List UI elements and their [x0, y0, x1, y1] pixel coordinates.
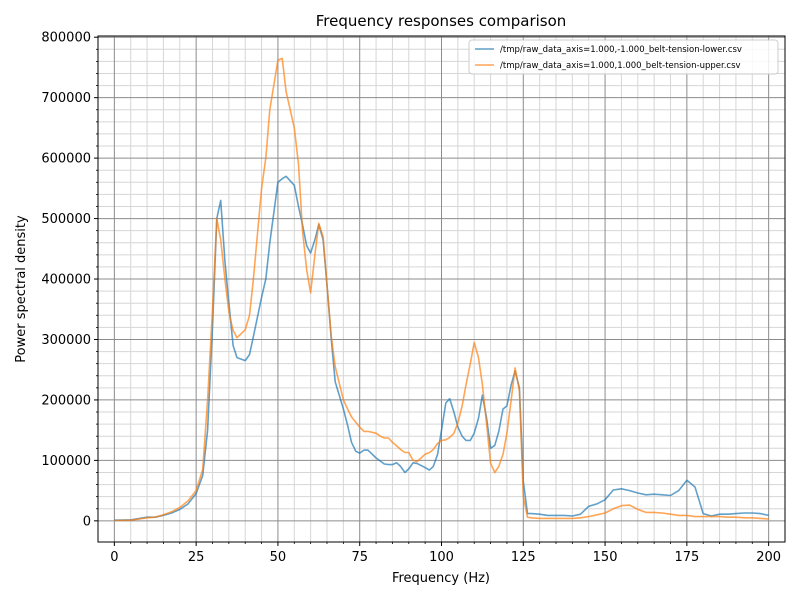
x-tick-label: 200 — [756, 550, 781, 565]
x-tick-label: 25 — [188, 550, 205, 565]
y-tick-label: 600000 — [41, 152, 91, 167]
y-axis: 0 100000 200000 300000 400000 500000 600000 700… — [41, 31, 98, 529]
x-tick-label: 150 — [593, 550, 618, 565]
y-tick-label: 200000 — [41, 393, 91, 408]
legend-box — [468, 39, 779, 75]
series-layer — [114, 57, 769, 522]
y-tick-label: 300000 — [41, 333, 91, 348]
y-tick-label: 500000 — [41, 212, 91, 227]
x-axis-label: Frequency (Hz) — [392, 571, 490, 586]
minor-grid — [98, 36, 785, 542]
x-tick-label: 125 — [511, 550, 536, 565]
series-line-1 — [114, 57, 769, 522]
x-tick-label: 0 — [110, 550, 118, 565]
y-tick-label: 400000 — [41, 273, 91, 288]
y-axis-label: Power spectral density — [14, 215, 29, 363]
x-tick-label: 175 — [674, 550, 699, 565]
legend-label-lower: /tmp/raw_data_axis=1.000,-1.000_belt-ten… — [500, 45, 742, 55]
x-tick-label: 100 — [429, 550, 454, 565]
y-tick-label: 700000 — [41, 91, 91, 106]
legend-label-upper: /tmp/raw_data_axis=1.000,1.000_belt-tens… — [500, 61, 741, 71]
legend: /tmp/raw_data_axis=1.000,-1.000_belt-ten… — [468, 39, 779, 75]
x-tick-label: 50 — [270, 550, 287, 565]
series-line-0 — [114, 175, 769, 521]
y-tick-label: 800000 — [41, 31, 91, 46]
x-tick-label: 75 — [351, 550, 368, 565]
major-grid — [98, 36, 785, 542]
y-tick-label: 100000 — [41, 454, 91, 469]
chart-title: Frequency responses comparison — [316, 12, 567, 30]
y-tick-label: 0 — [83, 514, 91, 529]
x-axis: 0 25 50 75 100 125 150 175 200 — [110, 542, 781, 565]
